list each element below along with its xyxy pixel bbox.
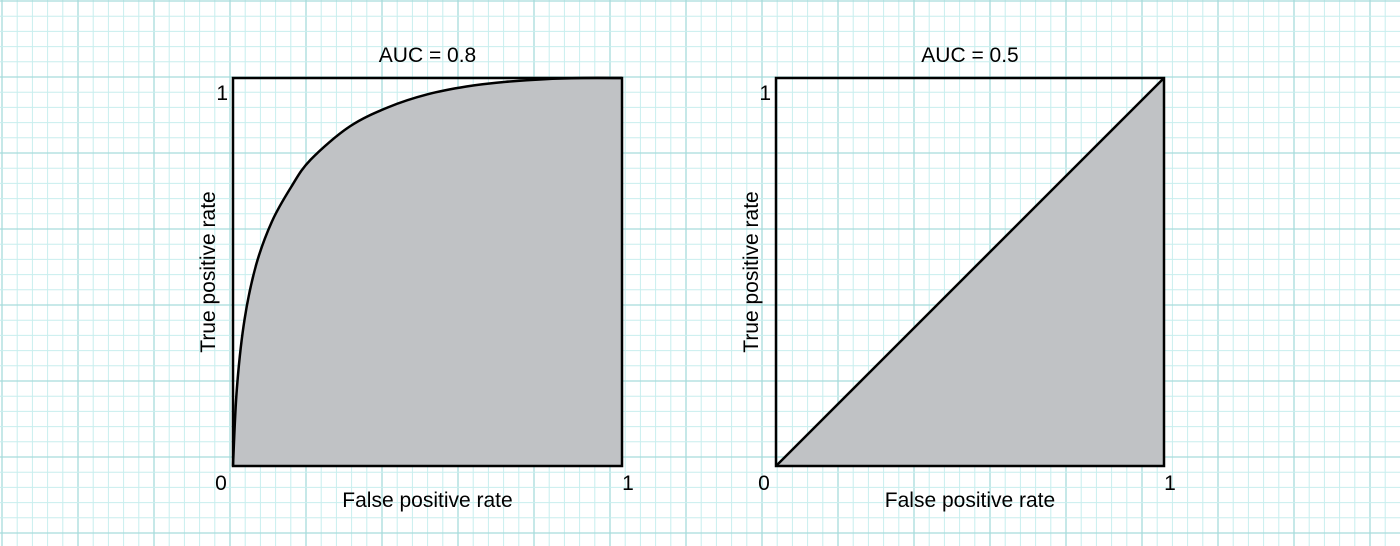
chart-title-0-5: AUC = 0.5	[921, 44, 1018, 67]
auc-area-0-8	[233, 77, 622, 467]
plot-frame-0-8	[231, 76, 624, 468]
y-tick-label-1: 1	[216, 82, 228, 105]
roc-curve-0-5	[775, 77, 1165, 467]
roc-curve-0-8	[231, 76, 623, 467]
x-axis-label-0-5: False positive rate	[885, 489, 1055, 512]
chart-auc-0-5: AUC = 0.5 False positive rate True posit…	[740, 44, 1176, 512]
x-tick-label-1: 1	[1164, 472, 1176, 495]
x-tick-label-0: 0	[758, 472, 770, 495]
x-tick-label-0: 0	[215, 472, 227, 495]
plot-frame-0-5	[774, 76, 1166, 468]
chart-auc-0-8: AUC = 0.8 False positive rate True posit…	[197, 44, 634, 512]
y-tick-label-1: 1	[759, 82, 771, 105]
x-tick-label-1: 1	[622, 472, 634, 495]
y-axis-label-0-8: True positive rate	[197, 191, 220, 352]
x-axis-label-0-8: False positive rate	[342, 489, 512, 512]
chart-title-0-8: AUC = 0.8	[379, 44, 476, 67]
y-axis-label-0-5: True positive rate	[740, 191, 763, 352]
